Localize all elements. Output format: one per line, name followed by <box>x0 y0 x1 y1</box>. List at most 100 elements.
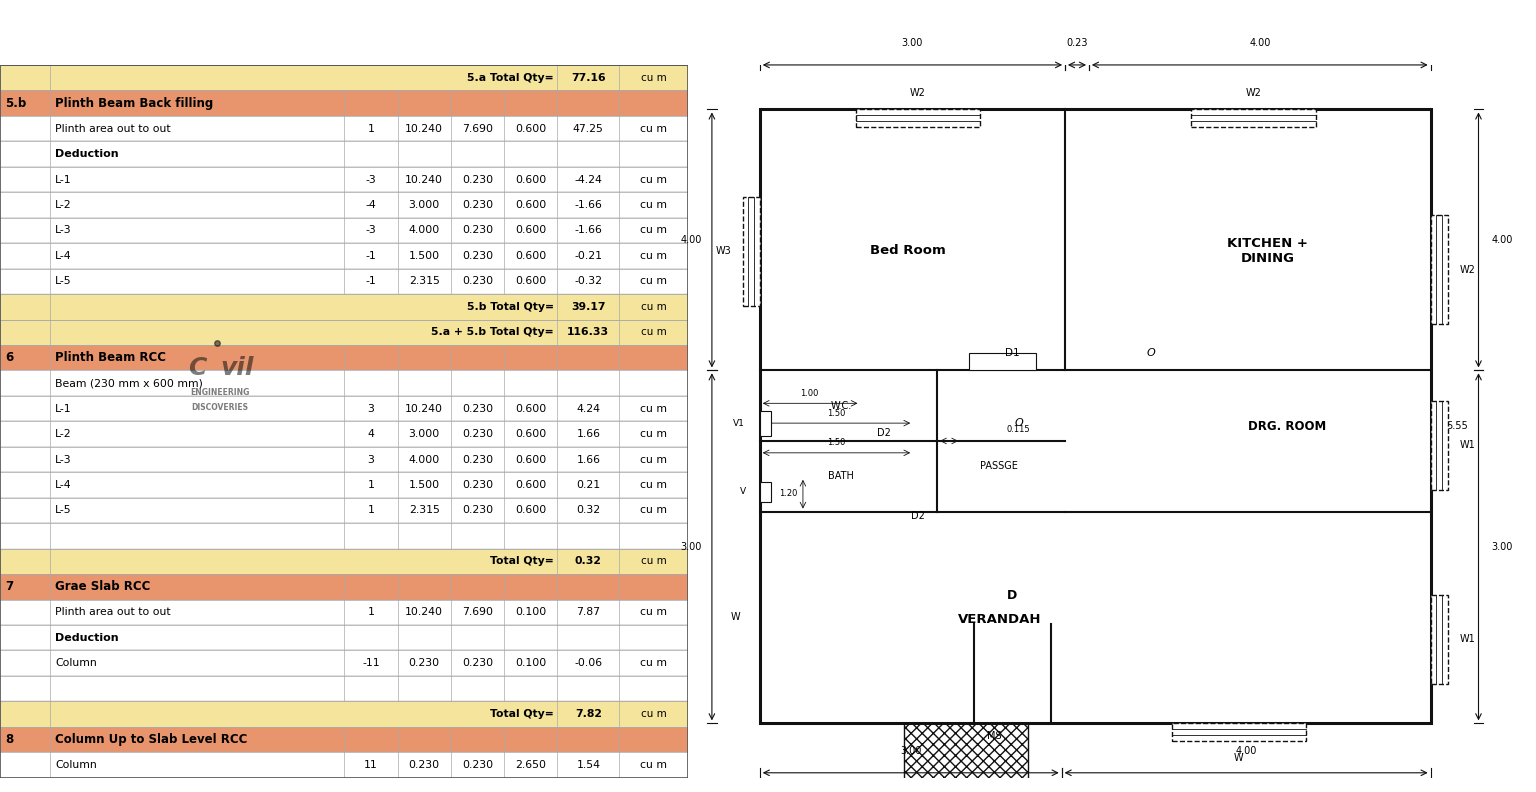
Text: W2: W2 <box>1459 265 1475 275</box>
Text: cu m: cu m <box>641 556 667 566</box>
Text: L-4: L-4 <box>55 251 72 261</box>
Text: 7.82: 7.82 <box>574 709 602 719</box>
Text: 0.600: 0.600 <box>515 455 547 465</box>
Text: 4: 4 <box>367 429 375 439</box>
Text: 10.240: 10.240 <box>406 174 444 185</box>
Text: 0.100: 0.100 <box>515 658 547 668</box>
Text: 39.17: 39.17 <box>571 302 605 312</box>
Text: 47.25: 47.25 <box>573 124 604 134</box>
Text: cu m: cu m <box>641 226 667 235</box>
Bar <box>0 243 688 268</box>
Text: -0.06: -0.06 <box>574 658 602 668</box>
Text: ENGINEERING: ENGINEERING <box>190 388 250 398</box>
Bar <box>1430 215 1448 324</box>
Bar <box>0 752 688 778</box>
Text: 0.230: 0.230 <box>462 226 493 235</box>
Text: 0.600: 0.600 <box>515 505 547 516</box>
Bar <box>856 109 980 128</box>
Bar <box>1430 595 1448 683</box>
Text: D2: D2 <box>911 512 925 521</box>
Text: 2.315: 2.315 <box>409 505 439 516</box>
Text: Total Qty=: Total Qty= <box>490 556 554 566</box>
Text: vil: vil <box>220 356 253 380</box>
Text: 3.000: 3.000 <box>409 429 439 439</box>
Text: 11: 11 <box>364 760 378 770</box>
Text: 0.230: 0.230 <box>409 760 439 770</box>
Text: 3: 3 <box>367 455 375 465</box>
Text: L-2: L-2 <box>55 200 72 210</box>
Text: L-3: L-3 <box>55 226 72 235</box>
Text: 3.00: 3.00 <box>902 38 923 48</box>
Text: 7.87: 7.87 <box>576 607 601 617</box>
Bar <box>0 574 688 600</box>
Text: W2: W2 <box>1246 88 1261 97</box>
Text: cu m: cu m <box>641 455 667 465</box>
Text: 5.a + 5.b Total Qty=: 5.a + 5.b Total Qty= <box>432 327 554 337</box>
Text: 4.00: 4.00 <box>680 235 702 245</box>
Text: 5.55: 5.55 <box>1447 421 1468 431</box>
Text: V: V <box>739 487 745 497</box>
Text: cu m: cu m <box>641 73 667 82</box>
Text: -0.32: -0.32 <box>574 276 602 287</box>
Bar <box>0 65 688 90</box>
Text: 3.00: 3.00 <box>680 542 702 552</box>
Text: 0.230: 0.230 <box>462 276 493 287</box>
Bar <box>0 116 688 141</box>
Text: 0.230: 0.230 <box>462 658 493 668</box>
Bar <box>0 294 688 319</box>
Text: 10.240: 10.240 <box>406 124 444 134</box>
Text: 7: 7 <box>6 581 14 593</box>
Text: D1: D1 <box>1005 348 1020 357</box>
Text: 0.21: 0.21 <box>576 480 601 490</box>
Text: 1.50: 1.50 <box>828 409 846 417</box>
Text: 77.16: 77.16 <box>571 73 605 82</box>
Text: 0.600: 0.600 <box>515 429 547 439</box>
Text: L-3: L-3 <box>55 455 72 465</box>
Text: 1.50: 1.50 <box>828 439 846 447</box>
Bar <box>0 396 688 421</box>
Text: 1.500: 1.500 <box>409 251 439 261</box>
Text: -1.66: -1.66 <box>574 226 602 235</box>
Text: C: C <box>187 356 206 380</box>
Bar <box>0 167 688 192</box>
Text: 0.230: 0.230 <box>462 200 493 210</box>
Text: 4.000: 4.000 <box>409 455 439 465</box>
Text: cu m: cu m <box>641 429 667 439</box>
Text: W.C.: W.C. <box>831 401 852 411</box>
Text: 1: 1 <box>367 480 375 490</box>
Bar <box>0 625 688 650</box>
Text: 5.b: 5.b <box>6 97 26 109</box>
Text: W3: W3 <box>716 246 731 257</box>
Bar <box>0 345 688 371</box>
Text: L-5: L-5 <box>55 505 72 516</box>
Text: -3: -3 <box>366 174 376 185</box>
Text: 1: 1 <box>367 505 375 516</box>
Text: 0.230: 0.230 <box>462 760 493 770</box>
Bar <box>0 549 688 574</box>
Text: cu m: cu m <box>641 124 667 134</box>
Text: cu m: cu m <box>641 760 667 770</box>
Bar <box>0 371 688 396</box>
Text: -1: -1 <box>366 251 376 261</box>
Text: 0.230: 0.230 <box>462 429 493 439</box>
Bar <box>0 600 688 625</box>
Text: 2.650: 2.650 <box>516 760 547 770</box>
Text: 0.23: 0.23 <box>1066 38 1087 48</box>
Text: Column: Column <box>55 658 97 668</box>
Text: 10.240: 10.240 <box>406 404 444 413</box>
Text: cu m: cu m <box>641 200 667 210</box>
Text: 0.230: 0.230 <box>462 174 493 185</box>
Text: 0.600: 0.600 <box>515 404 547 413</box>
Text: 4.00: 4.00 <box>1249 38 1270 48</box>
Text: MS: MS <box>988 731 1001 741</box>
Text: 116.33: 116.33 <box>567 327 610 337</box>
Text: 0.230: 0.230 <box>462 455 493 465</box>
Bar <box>742 197 760 306</box>
Text: Grae Slab RCC: Grae Slab RCC <box>55 581 151 593</box>
Text: L-1: L-1 <box>55 404 72 413</box>
Text: 0.600: 0.600 <box>515 480 547 490</box>
Text: 0.600: 0.600 <box>515 124 547 134</box>
Text: 4.00: 4.00 <box>1491 235 1513 245</box>
Text: W1: W1 <box>1459 440 1475 451</box>
Text: L-1: L-1 <box>55 174 72 185</box>
